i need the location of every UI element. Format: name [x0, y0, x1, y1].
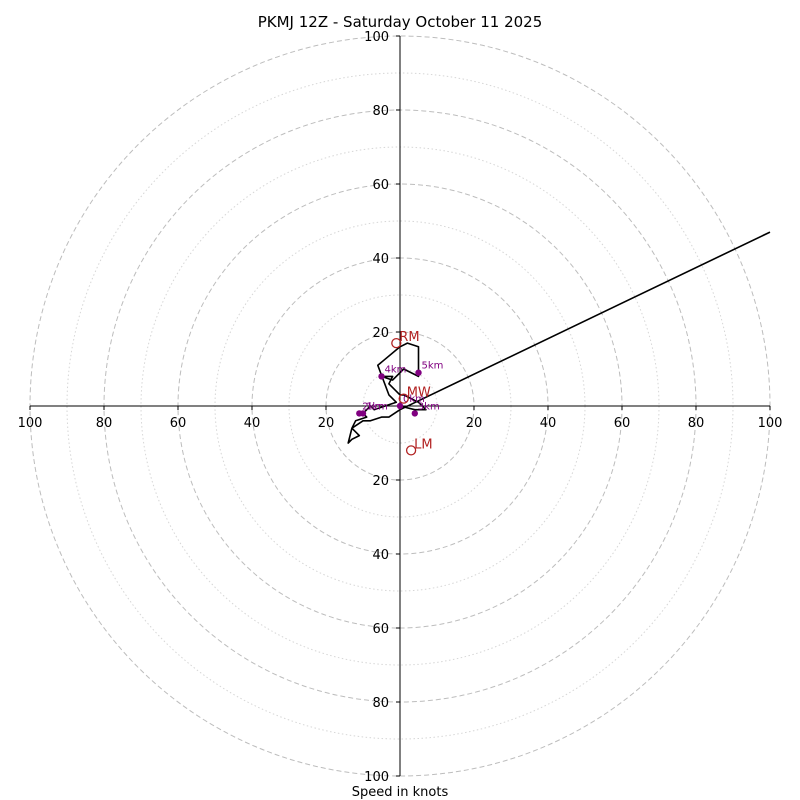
storm-marker-RM — [391, 337, 402, 349]
height-label-0km: 0km — [403, 394, 425, 405]
height-label-3km: 3km — [418, 401, 440, 412]
storm-marker-LM — [405, 445, 417, 456]
storm-label-MW: MW — [407, 386, 431, 401]
y-tick-label: 60 — [372, 622, 389, 637]
x-tick-label: 20 — [466, 416, 483, 431]
y-tick-label: 20 — [372, 474, 389, 489]
y-tick-label: 20 — [372, 326, 389, 341]
y-tick-label: 40 — [372, 252, 389, 267]
x-tick-label: 60 — [170, 416, 187, 431]
x-tick-label: 80 — [688, 416, 705, 431]
y-tick-label: 100 — [364, 770, 389, 785]
storm-motion-markers: RM MW LM — [391, 330, 433, 456]
x-tick-label: 40 — [540, 416, 557, 431]
y-tick-label: 60 — [372, 178, 389, 193]
height-label-5km: 5km — [422, 361, 444, 372]
height-label-2km: 2km — [362, 401, 384, 412]
storm-marker-MW — [398, 393, 409, 404]
height-label-4km: 4km — [385, 364, 407, 375]
x-tick-label: 80 — [96, 416, 113, 431]
x-axis-label: Speed in knots — [352, 785, 449, 800]
y-tick-label: 40 — [372, 548, 389, 563]
x-tick-label: 20 — [318, 416, 335, 431]
x-tick-label: 40 — [244, 416, 261, 431]
storm-label-LM: LM — [414, 437, 432, 452]
y-tick-label: 80 — [372, 104, 389, 119]
height-marker-5km — [415, 369, 422, 376]
hodograph-trace — [347, 231, 771, 444]
height-marker-3km — [411, 410, 418, 417]
x-tick-label: 100 — [758, 416, 783, 431]
hodograph-line — [347, 231, 771, 444]
x-tick-label: 60 — [614, 416, 631, 431]
height-marker-4km — [378, 373, 385, 380]
storm-label-RM: RM — [399, 330, 419, 345]
x-tick-label: 100 — [18, 416, 43, 431]
y-tick-label: 80 — [372, 696, 389, 711]
y-tick-label: 100 — [364, 30, 389, 45]
tick-labels: 100 80 60 40 20 20 40 60 80 100 100 80 60 40 20 20 40 60 8… — [18, 30, 783, 785]
height-markers: 2km 3km 4km 5km 1km 0km — [356, 361, 443, 417]
height-marker-0km — [396, 402, 404, 410]
chart-title: PKMJ 12Z - Saturday October 11 2025 — [258, 13, 543, 31]
height-marker-1km — [359, 410, 367, 417]
height-label-1km: 1km — [366, 401, 388, 412]
